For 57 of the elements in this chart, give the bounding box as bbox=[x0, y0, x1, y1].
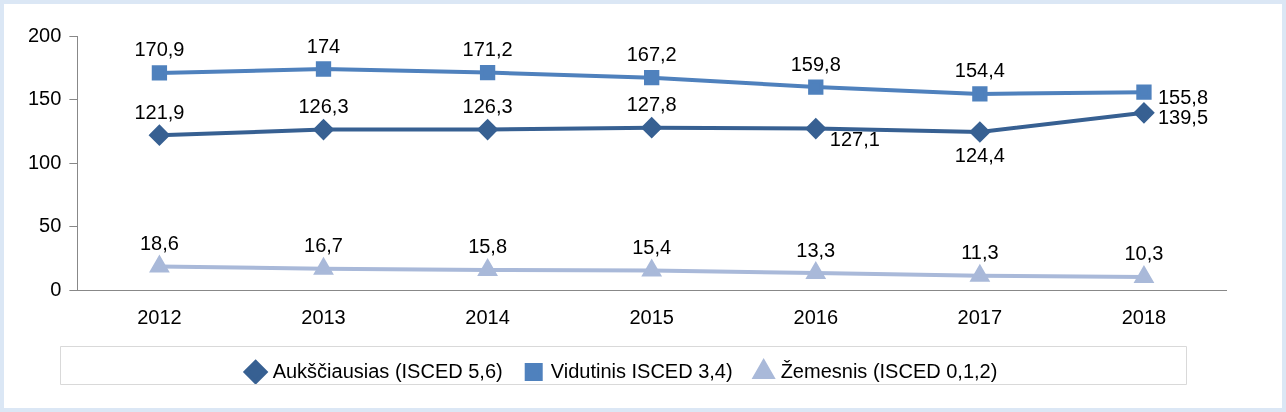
y-tick-label: 50 bbox=[39, 214, 62, 237]
data-label: 174 bbox=[306, 34, 341, 57]
point bbox=[970, 265, 989, 282]
data-label: 171,2 bbox=[462, 38, 513, 61]
data-label: 15,8 bbox=[468, 235, 508, 258]
data-label: 167,2 bbox=[626, 43, 677, 66]
x-tick-label: 2016 bbox=[793, 305, 839, 328]
x-tick-label: 2013 bbox=[301, 305, 346, 328]
data-label: 154,4 bbox=[954, 59, 1005, 82]
data-label: 18,6 bbox=[139, 231, 179, 254]
y-tick-label: 150 bbox=[27, 87, 62, 110]
point bbox=[314, 258, 333, 275]
y-tick-label: 200 bbox=[27, 23, 62, 46]
data-label: 127,8 bbox=[626, 93, 677, 116]
data-label: 126,3 bbox=[462, 95, 513, 118]
point bbox=[478, 259, 497, 276]
legend-label: Žemesnis (ISCED 0,1,2) bbox=[780, 359, 998, 382]
data-label: 11,3 bbox=[961, 241, 999, 264]
point bbox=[805, 118, 826, 139]
point bbox=[149, 125, 170, 146]
point bbox=[808, 79, 824, 95]
point bbox=[806, 263, 825, 280]
data-label: 159,8 bbox=[790, 52, 841, 75]
point bbox=[150, 256, 169, 273]
data-label: 15,4 bbox=[632, 235, 672, 258]
point bbox=[1136, 84, 1152, 100]
point bbox=[1135, 266, 1153, 283]
point bbox=[313, 119, 334, 140]
point bbox=[315, 61, 332, 77]
data-label: 124,4 bbox=[954, 143, 1005, 166]
data-label: 155,8 bbox=[1157, 85, 1209, 108]
point bbox=[477, 119, 498, 140]
point bbox=[642, 260, 661, 277]
y-tick-label: 0 bbox=[50, 277, 62, 300]
y-tick-label: 100 bbox=[27, 150, 62, 173]
data-label: 127,1 bbox=[829, 128, 880, 151]
point bbox=[969, 122, 990, 143]
x-tick-label: 2015 bbox=[629, 305, 674, 328]
point bbox=[479, 64, 496, 81]
point bbox=[972, 86, 988, 102]
data-label: 126,3 bbox=[298, 95, 349, 118]
x-tick-label: 2014 bbox=[465, 305, 510, 328]
data-label: 170,9 bbox=[134, 38, 185, 61]
point bbox=[151, 65, 168, 81]
point bbox=[1133, 102, 1154, 123]
data-label: 13,3 bbox=[796, 238, 836, 261]
legend-label: Aukščiausias (ISCED 5,6) bbox=[272, 359, 503, 382]
x-tick-label: 2017 bbox=[957, 305, 1003, 328]
x-tick-label: 2018 bbox=[1121, 305, 1167, 328]
point bbox=[644, 70, 660, 86]
data-label: 121,9 bbox=[134, 100, 185, 123]
legend-label: Vidutinis ISCED 3,4) bbox=[550, 359, 733, 382]
data-label: 16,7 bbox=[304, 234, 343, 257]
point bbox=[641, 117, 662, 138]
data-label: 139,5 bbox=[1157, 106, 1209, 129]
data-label: 10,3 bbox=[1124, 242, 1164, 265]
x-tick-label: 2012 bbox=[137, 305, 182, 328]
